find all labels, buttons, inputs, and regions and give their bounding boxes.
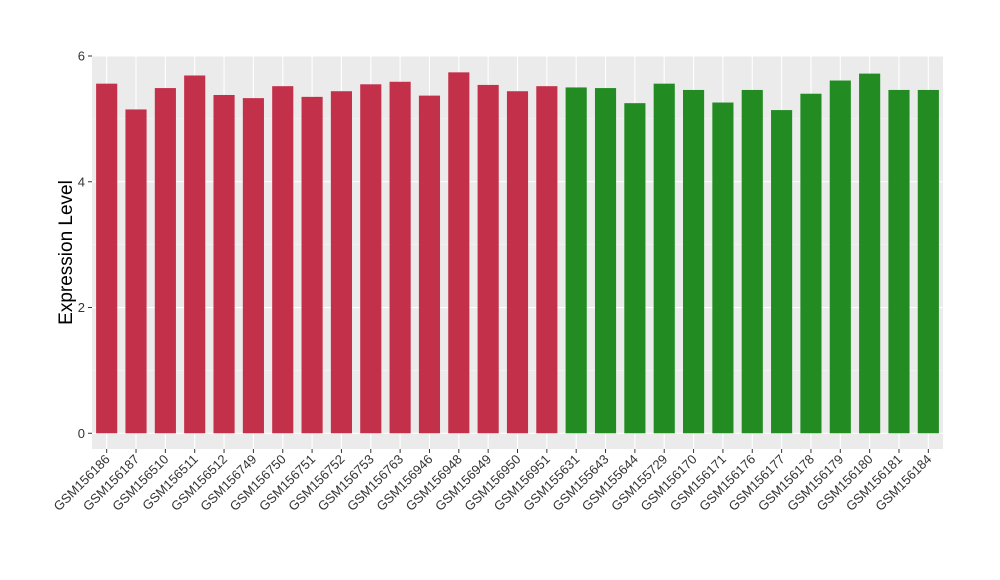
y-tick-label: 2 xyxy=(78,300,85,315)
bar-GSM156752 xyxy=(330,91,352,434)
bar-GSM155644 xyxy=(624,103,646,434)
bar-GSM156179 xyxy=(829,80,851,434)
bar-GSM156750 xyxy=(272,86,294,434)
bar-GSM156951 xyxy=(536,86,558,434)
bar-GSM156948 xyxy=(448,72,470,434)
bar-GSM155643 xyxy=(594,88,617,434)
y-tick-label: 4 xyxy=(78,174,85,189)
bar-GSM155729 xyxy=(653,83,675,434)
bar-GSM156949 xyxy=(477,84,499,434)
y-axis-title: Expression Level xyxy=(56,180,77,325)
bar-GSM156511 xyxy=(184,75,206,434)
bar-GSM156510 xyxy=(154,88,176,434)
bar-GSM156176 xyxy=(741,89,763,434)
bar-GSM156187 xyxy=(125,109,147,434)
bar-GSM156178 xyxy=(800,93,822,434)
y-axis: 0 2 4 6 xyxy=(78,49,92,441)
bar-GSM156170 xyxy=(683,89,705,434)
bar-GSM156751 xyxy=(301,96,323,434)
y-tick-label: 6 xyxy=(78,49,85,64)
x-axis: GSM156186GSM156187GSM156510GSM156511GSM1… xyxy=(51,449,934,514)
y-tick-label: 0 xyxy=(78,426,85,441)
bar-GSM156753 xyxy=(360,84,382,434)
bar-GSM156950 xyxy=(506,91,529,434)
bar-GSM156186 xyxy=(96,83,118,434)
bar-GSM156763 xyxy=(389,81,411,434)
bar-GSM156180 xyxy=(859,73,881,434)
bar-GSM155631 xyxy=(565,87,587,434)
bar-GSM156184 xyxy=(917,89,939,434)
bar-GSM156177 xyxy=(771,110,793,434)
bars xyxy=(96,72,939,434)
bar-GSM156512 xyxy=(213,94,235,434)
bar-GSM156181 xyxy=(888,89,910,434)
bar-GSM156946 xyxy=(418,95,441,434)
bar-GSM156171 xyxy=(712,102,734,434)
bar-GSM156749 xyxy=(242,98,264,434)
